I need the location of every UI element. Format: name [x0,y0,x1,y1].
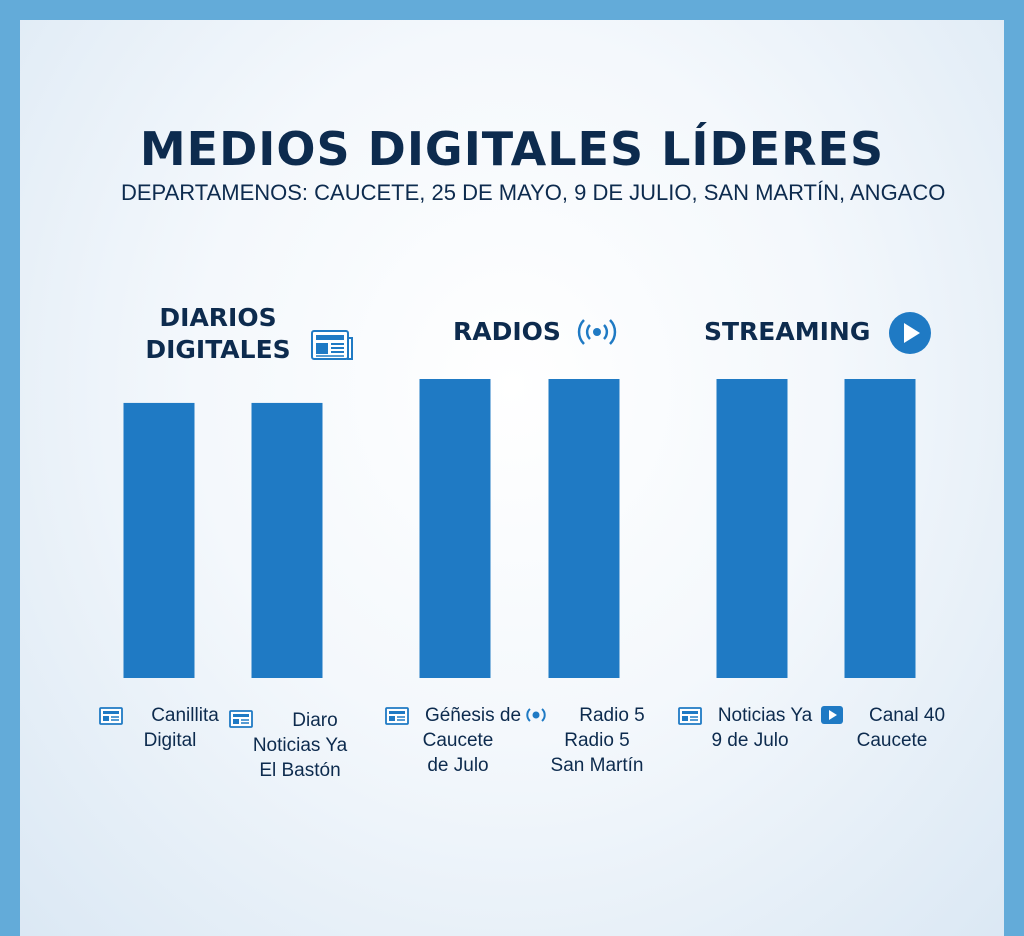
bar-5 [716,379,788,678]
group-header-streaming: STREAMING [704,316,870,348]
category-label-4-line-2: Radio 5 [564,730,630,751]
chart-title: MEDIOS DIGITALES LÍDERES [139,122,885,176]
bar-3 [419,379,491,678]
category-label-4: Radio 5 Radio 5 San Martín [522,703,672,778]
group-header-diarios: DIARIOS DIGITALES [138,302,298,366]
newspaper-icon [311,330,353,360]
category-label-6: Canal 40 Caucete [817,703,967,753]
play-icon [820,705,844,732]
newspaper-icon [678,707,702,732]
radio-signal-icon [524,705,548,732]
newspaper-icon [99,707,123,732]
category-label-4-line-1: Radio 5 [579,705,645,726]
group-header-diarios-line2: DIGITALES [145,335,291,364]
chart-subtitle: DEPARTAMENOS: CAUCETE, 25 DE MAYO, 9 DE … [121,180,946,205]
category-label-2-line-2: Noticias Ya [252,735,348,756]
category-label-5: Noticias Ya 9 de Julo [675,703,825,753]
radio-signal-icon [577,319,617,345]
category-label-4-line-3: San Martín [550,755,644,776]
category-label-2-line-3: El Bastón [259,760,341,781]
category-label-3-line-1: Géñesis de [424,705,522,726]
bar-4 [548,379,620,678]
category-label-6-line-2: Caucete [856,730,928,751]
play-icon [889,312,931,354]
category-label-3-line-2: Caucete [422,730,494,751]
category-label-2: Diaro Noticias Ya El Bastón [225,708,375,783]
group-header-streaming-label: STREAMING [704,317,871,346]
category-label-6-line-1: Canal 40 [868,705,946,726]
category-label-1: Canillita Digital [95,703,245,753]
newspaper-icon [229,710,253,735]
category-label-5-line-2: 9 de Julo [711,730,789,751]
group-header-radios: RADIOS [453,316,561,348]
bar-2 [251,402,323,678]
category-label-5-line-1: Noticias Ya [717,705,813,726]
category-label-3: Géñesis de Caucete de Julo [383,703,533,778]
category-label-1-line-1: Canillita [151,705,219,726]
category-label-3-line-3: de Julo [427,755,489,776]
group-header-radios-label: RADIOS [453,317,561,346]
category-label-1-line-2: Digital [143,730,197,751]
category-label-2-line-1: Diaro [292,710,338,731]
newspaper-icon [385,707,409,732]
bar-1 [123,402,195,678]
bar-6 [844,379,916,678]
group-header-diarios-line1: DIARIOS [159,303,277,332]
